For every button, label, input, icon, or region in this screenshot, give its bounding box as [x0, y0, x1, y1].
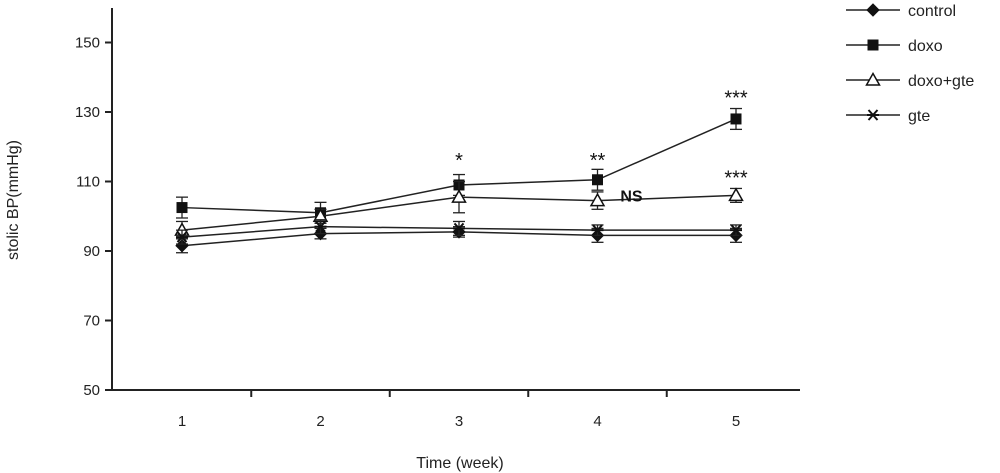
y-tick-label: 70: [83, 313, 100, 330]
y-tick-label: 150: [75, 35, 100, 52]
legend-item: doxo+gte: [846, 71, 974, 90]
triangle-marker: [589, 192, 606, 207]
square-marker: [592, 174, 603, 186]
asterisk-marker: [730, 224, 742, 236]
legend-label: gte: [908, 108, 930, 125]
asterisk-marker: [176, 231, 188, 243]
diamond-marker: [866, 3, 880, 17]
y-tick-label: 110: [76, 174, 100, 191]
legend-label: doxo+gte: [908, 73, 974, 90]
asterisk-marker: [314, 221, 327, 233]
x-tick-label: 4: [593, 413, 601, 430]
y-axis-title: stolic BP(mmHg): [5, 140, 22, 260]
legend-item: control: [846, 3, 956, 20]
asterisk-marker: [453, 222, 465, 235]
annotations: * **NS******: [455, 88, 748, 206]
triangle-marker: [451, 189, 467, 203]
significance-label: ***: [724, 168, 748, 190]
x-ticks: 1 2 3 4 5: [178, 390, 740, 430]
significance-label: **: [590, 150, 606, 172]
axes: [111, 8, 800, 391]
y-tick-label: 130: [75, 104, 100, 121]
x-tick-label: 5: [732, 413, 740, 430]
asterisk-marker: [867, 109, 879, 121]
series-doxo-gte: [174, 180, 744, 240]
triangle-marker: [865, 71, 881, 86]
legend-label: doxo: [908, 38, 943, 55]
y-ticks: 50 70 90 110 130 150: [75, 35, 112, 399]
legend: control doxo doxo+gte gte: [846, 3, 974, 125]
square-marker: [730, 113, 742, 125]
legend-label: control: [908, 3, 956, 20]
legend-item: doxo: [846, 38, 943, 55]
legend-item: gte: [846, 108, 930, 125]
y-tick-label: 50: [83, 382, 100, 399]
triangle-marker: [728, 187, 744, 202]
series-gte: [176, 219, 742, 245]
y-tick-label: 90: [83, 243, 100, 260]
series-layer: [174, 107, 744, 254]
asterisk-marker: [591, 224, 604, 236]
significance-label: *: [455, 150, 463, 172]
square-marker: [176, 202, 188, 214]
x-tick-label: 3: [455, 413, 463, 430]
x-tick-label: 2: [316, 413, 324, 430]
significance-label: NS: [620, 188, 643, 205]
significance-label: ***: [724, 88, 748, 110]
x-tick-label: 1: [178, 413, 186, 430]
x-axis-title: Time (week): [416, 455, 503, 472]
square-marker: [867, 39, 879, 51]
